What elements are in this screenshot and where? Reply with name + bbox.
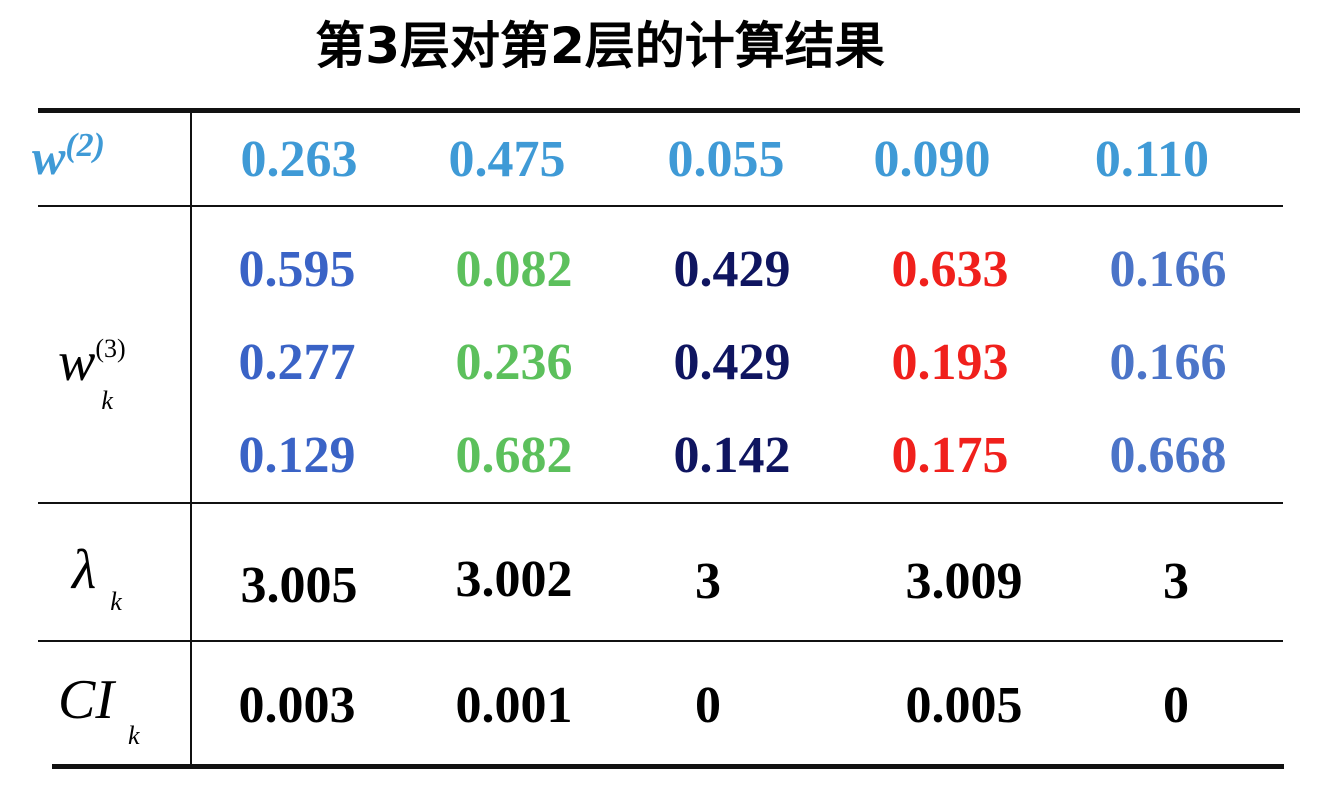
w2-label-main: w [32,129,66,185]
w3-r2-c4: 0.193 [891,334,1009,391]
w3-r3-c2: 0.682 [455,427,573,484]
ci-value-4: 0.005 [905,677,1023,734]
w3-r2-c2: 0.236 [455,334,573,391]
w3-r1-c4: 0.633 [891,241,1009,298]
w2-value-5: 0.110 [1094,131,1210,188]
lambda-value-1: 3.005 [240,557,358,614]
ci-value-2: 0.001 [455,677,573,734]
table-bottom-rule [52,764,1284,769]
w2-label: w(2) [32,127,106,186]
ci-label-main: CI [58,669,114,731]
row-divider-lambda [38,640,1283,642]
ci-label-sub: k [128,721,140,750]
w3-r2-c5: 0.166 [1109,334,1227,391]
row-divider-w2 [38,205,1283,207]
lambda-label: λk [72,538,122,616]
w3-r1-c5: 0.166 [1109,241,1227,298]
w3-label-main: w [58,331,96,393]
label-column-divider [190,113,192,764]
ci-value-5: 0 [1163,677,1189,734]
w2-value-2: 0.475 [448,131,566,188]
w3-r3-c4: 0.175 [891,427,1009,484]
w3-r2-c1: 0.277 [238,334,356,391]
lambda-value-5: 3 [1163,553,1189,610]
w2-value-1: 0.263 [240,131,358,188]
ci-label: CI k [58,668,140,750]
lambda-label-main: λ [72,539,97,601]
w3-r3-c1: 0.129 [238,427,356,484]
w3-label-sup: (3) [95,334,126,363]
lambda-label-sub: k [110,587,122,616]
row-divider-w3 [38,502,1283,504]
w3-r1-c2: 0.082 [455,241,573,298]
w2-value-3: 0.055 [667,131,785,188]
w2-label-sup: (2) [65,127,106,164]
ci-value-1: 0.003 [238,677,356,734]
w3-r3-c3: 0.142 [673,427,791,484]
lambda-value-3: 3 [695,553,721,610]
w2-value-4: 0.090 [873,131,991,188]
w3-r1-c3: 0.429 [673,241,791,298]
w3-label-sub: k [101,386,113,415]
w3-r2-c3: 0.429 [673,334,791,391]
page-title: 第3层对第2层的计算结果 [315,17,885,75]
w3-r3-c5: 0.668 [1109,427,1227,484]
w3-r1-c1: 0.595 [238,241,356,298]
ci-value-3: 0 [695,677,721,734]
lambda-value-2: 3.002 [455,551,573,608]
table-top-rule [38,108,1300,113]
lambda-value-4: 3.009 [905,553,1023,610]
w3-label: w (3) k [58,330,139,415]
